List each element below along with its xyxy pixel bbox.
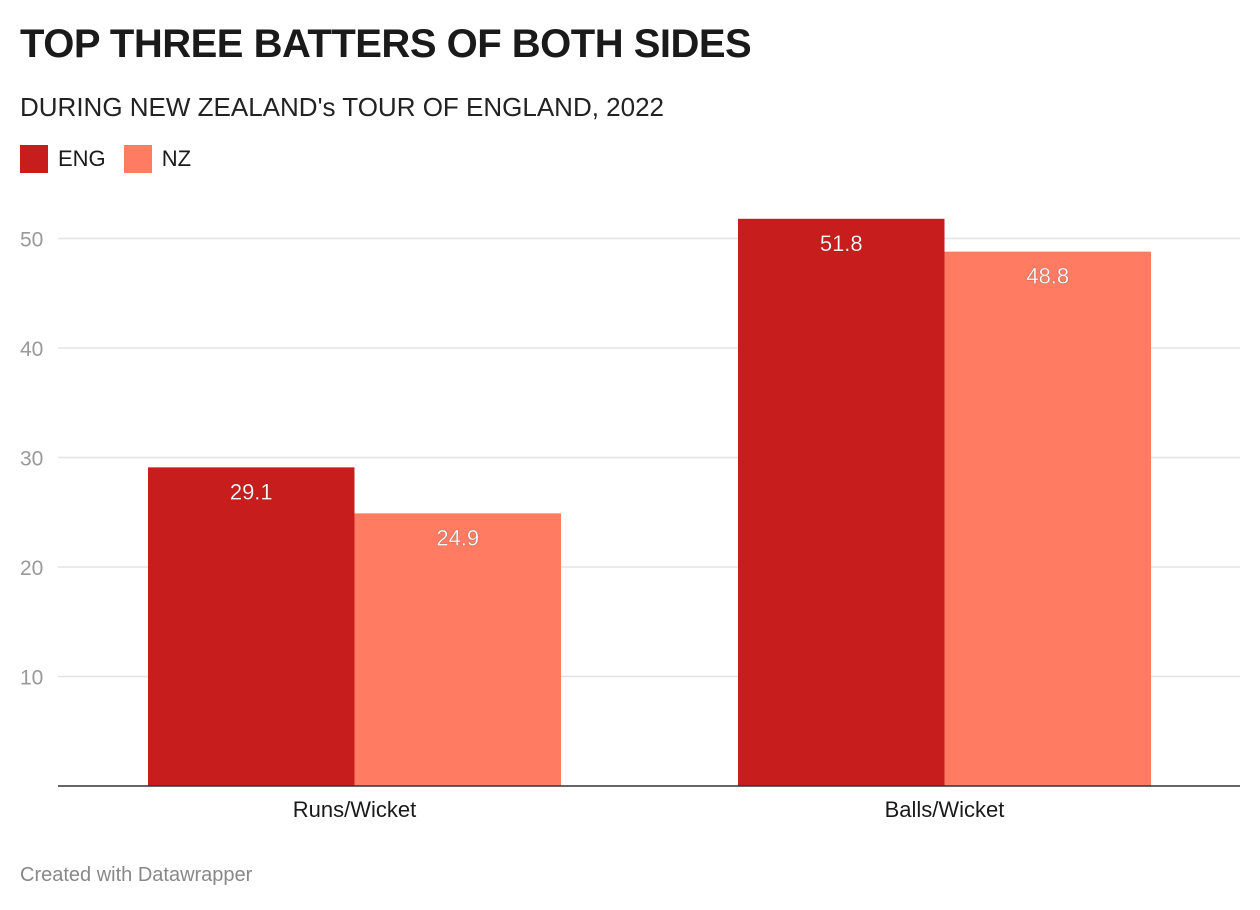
data-label: 24.9: [436, 525, 479, 550]
legend-swatch-eng: [20, 145, 48, 173]
data-label: 48.8: [1026, 264, 1069, 289]
y-tick-label: 40: [20, 338, 43, 361]
bar-eng: [148, 467, 355, 786]
legend-label-nz: NZ: [161, 146, 192, 171]
data-label: 51.8: [820, 231, 863, 256]
data-label: 29.1: [230, 479, 273, 504]
legend-label-eng: ENG: [58, 146, 106, 171]
y-tick-label: 50: [20, 229, 43, 252]
bar-nz: [354, 513, 561, 786]
bar-eng: [738, 218, 945, 787]
x-tick-label: Runs/Wicket: [293, 797, 416, 822]
legend-item-nz: NZ: [123, 145, 192, 173]
bar-nz: [944, 251, 1151, 786]
y-tick-label: 20: [20, 557, 43, 580]
y-tick-label: 30: [20, 448, 43, 471]
y-tick-label: 10: [20, 667, 43, 690]
legend-swatch-nz: [123, 145, 152, 173]
x-tick-label: Balls/Wicket: [885, 797, 1005, 822]
legend-item-eng: ENG: [20, 145, 106, 173]
chart-subtitle: DURING NEW ZEALAND's TOUR OF ENGLAND, 20…: [20, 92, 665, 122]
chart-title: TOP THREE BATTERS OF BOTH SIDES: [20, 22, 752, 66]
legend: ENG NZ: [20, 145, 191, 173]
footer-credit: Created with Datawrapper: [20, 864, 253, 886]
